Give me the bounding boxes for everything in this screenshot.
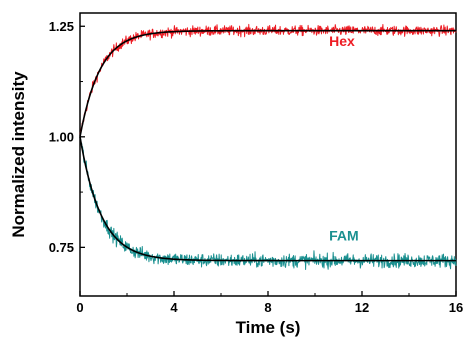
x-tick-label: 12 xyxy=(355,300,369,315)
y-tick-label: 0.75 xyxy=(49,240,74,255)
series-line-fam xyxy=(79,136,457,271)
x-tick-label: 8 xyxy=(264,300,271,315)
fit-line-hex xyxy=(79,29,456,137)
x-tick-label: 0 xyxy=(76,300,83,315)
fit-line-fam xyxy=(79,136,456,262)
series-layer xyxy=(79,23,457,271)
series-label-hex: Hex xyxy=(329,33,355,49)
y-tick-label: 1.25 xyxy=(49,19,74,34)
ticks-layer: 0 4 8 12 16 0.75 1.00 1.25 xyxy=(49,19,463,315)
series-label-fam: FAM xyxy=(329,228,359,244)
x-axis-title: Time (s) xyxy=(236,318,301,337)
x-tick-label: 16 xyxy=(449,300,463,315)
series-line-hex xyxy=(79,23,457,137)
y-axis-title: Normalized intensity xyxy=(9,71,28,238)
y-tick-label: 1.00 xyxy=(49,129,74,144)
plot-frame xyxy=(79,12,457,297)
x-tick-label: 4 xyxy=(170,300,178,315)
annotation-layer: Hex FAM xyxy=(329,33,359,244)
plot-area: 0 4 8 12 16 0.75 1.00 1.25 Hex FAM xyxy=(49,12,463,315)
